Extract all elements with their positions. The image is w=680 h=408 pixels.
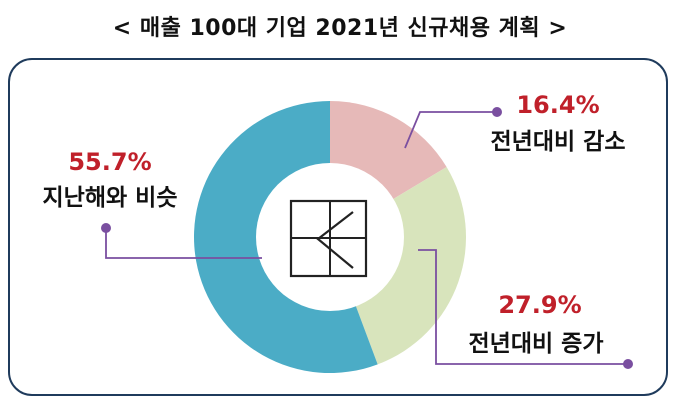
leader-increase-dot xyxy=(623,359,633,369)
value-label-similar: 55.7% xyxy=(68,148,151,176)
kera-logo-icon xyxy=(289,199,368,278)
category-label-increase: 전년대비 증가 xyxy=(469,331,604,357)
leader-decrease-dot xyxy=(492,107,502,117)
leader-similar-dot xyxy=(101,223,111,233)
chart-frame xyxy=(8,58,668,396)
leader-decrease-line xyxy=(404,111,497,149)
leader-increase-line xyxy=(418,249,628,365)
category-label-decrease: 전년대비 감소 xyxy=(491,129,626,155)
value-label-decrease: 16.4% xyxy=(516,91,599,119)
leader-similar-line xyxy=(105,228,262,259)
chart-title: < 매출 100대 기업 2021년 신규채용 계획 > xyxy=(112,16,568,41)
value-label-increase: 27.9% xyxy=(498,291,581,319)
category-label-similar: 지난해와 비슷 xyxy=(43,185,178,211)
